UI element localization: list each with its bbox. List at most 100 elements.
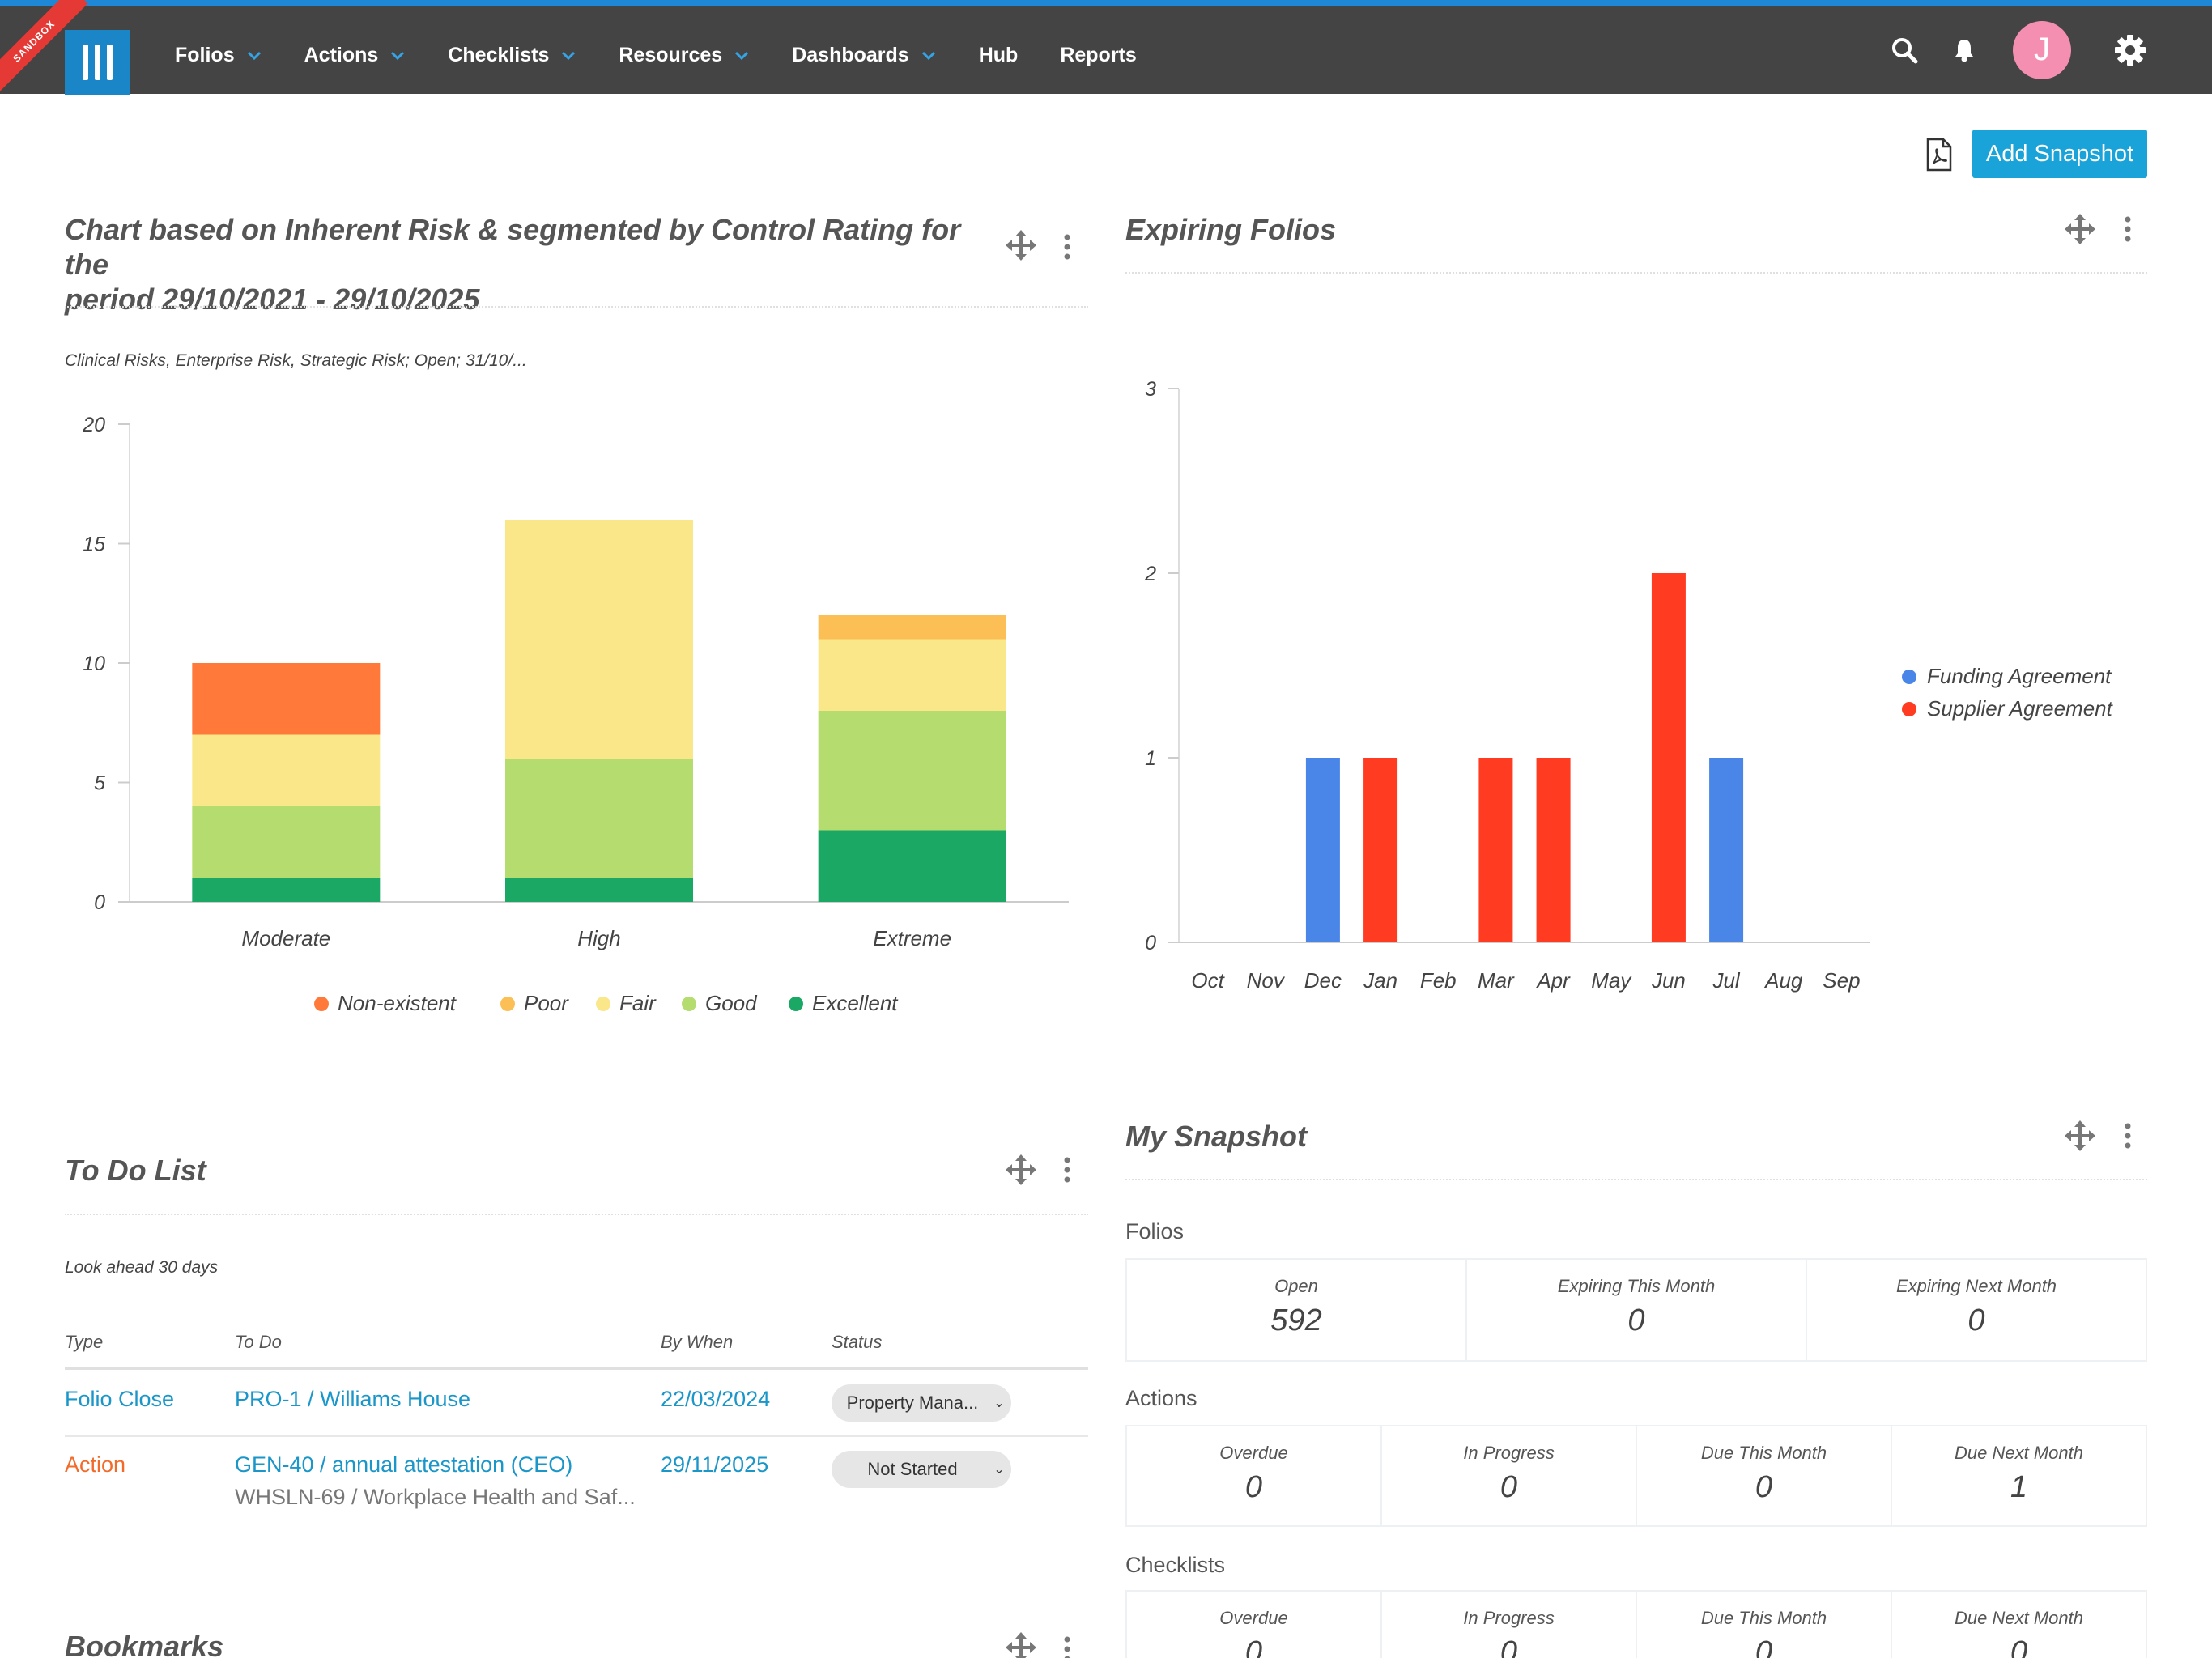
x-tick-label: Feb xyxy=(1420,968,1457,993)
todo-header-by-when[interactable]: By When xyxy=(661,1332,734,1352)
todo-item-parent-link[interactable]: WHSLN-69 / Workplace Health and Saf... xyxy=(235,1485,636,1509)
nav-hub[interactable]: Hub xyxy=(979,44,1019,67)
move-icon[interactable] xyxy=(1006,230,1036,261)
snapshot-cell-label: Expiring This Month xyxy=(1557,1276,1716,1296)
nav-resources[interactable]: Resources xyxy=(619,44,750,67)
snapshot-folios-expiring-next-month[interactable]: Expiring Next Month 0 xyxy=(1807,1260,2146,1360)
export-pdf-button[interactable] xyxy=(1925,138,1953,172)
nav-hub-label: Hub xyxy=(978,44,1019,66)
app-logo[interactable] xyxy=(65,30,130,95)
snapshot-folios-panel: Open 592 Expiring This Month 0 Expiring Ne… xyxy=(1125,1258,2147,1362)
todo-item-link[interactable]: GEN-40 / annual attestation (CEO) xyxy=(235,1452,573,1477)
widget-divider xyxy=(65,1214,1088,1215)
chevron-down-icon xyxy=(921,51,935,60)
todo-type-link[interactable]: Action xyxy=(65,1452,126,1477)
move-icon[interactable] xyxy=(2065,214,2095,244)
row-divider xyxy=(65,1435,1088,1437)
snapshot-cell-label: Overdue xyxy=(1219,1608,1288,1628)
snapshot-checklists-in-progress[interactable]: In Progress 0 xyxy=(1382,1592,1637,1658)
nav-folios[interactable]: Folios xyxy=(175,44,262,67)
x-tick-label: Apr xyxy=(1535,968,1571,993)
todo-header-type[interactable]: Type xyxy=(65,1332,104,1352)
nav-actions[interactable]: Actions xyxy=(304,44,406,67)
snapshot-folios-expiring-this-month[interactable]: Expiring This Month 0 xyxy=(1467,1260,1807,1360)
snapshot-folios-open[interactable]: Open 592 xyxy=(1127,1260,1467,1360)
risk-chart-title: Chart based on Inherent Risk & segmented… xyxy=(65,212,1004,317)
x-tick-label: Nov xyxy=(1247,968,1286,993)
kebab-menu-icon[interactable] xyxy=(2121,215,2134,243)
legend-marker xyxy=(789,997,803,1011)
move-icon[interactable] xyxy=(1006,1154,1036,1185)
snapshot-actions-panel: Overdue 0 In Progress 0 Due This Month 0 Du… xyxy=(1125,1425,2147,1527)
nav-reports-label: Reports xyxy=(1060,44,1137,66)
kebab-menu-icon[interactable] xyxy=(1061,1156,1074,1184)
y-tick-label: 10 xyxy=(83,653,105,675)
snapshot-actions-due-this-month[interactable]: Due This Month 0 xyxy=(1637,1426,1892,1525)
snapshot-actions-overdue[interactable]: Overdue 0 xyxy=(1127,1426,1382,1525)
search-button[interactable] xyxy=(1888,6,1921,94)
nav-reports[interactable]: Reports xyxy=(1060,44,1136,67)
kebab-menu-icon[interactable] xyxy=(1061,233,1074,261)
add-snapshot-button[interactable]: Add Snapshot xyxy=(1972,130,2147,178)
kebab-menu-icon[interactable] xyxy=(2121,1122,2134,1150)
bar-segment-poor xyxy=(818,615,1006,640)
snapshot-cell-value: 0 xyxy=(1755,1470,1773,1504)
todo-header-todo[interactable]: To Do xyxy=(235,1332,282,1352)
bar-supplier-agreement xyxy=(1536,758,1571,942)
snapshot-actions-due-next-month[interactable]: Due Next Month 1 xyxy=(1892,1426,2146,1525)
snapshot-cell-label: Overdue xyxy=(1219,1443,1288,1463)
x-tick-label: May xyxy=(1591,968,1632,993)
todo-type-link[interactable]: Folio Close xyxy=(65,1387,175,1411)
my-snapshot-title: My Snapshot xyxy=(1125,1120,1308,1153)
y-tick-label: 0 xyxy=(94,891,105,914)
status-select-value: Not Started xyxy=(867,1459,958,1479)
snapshot-cell-value: 1 xyxy=(2010,1470,2028,1504)
settings-button[interactable] xyxy=(2113,6,2147,94)
legend-marker xyxy=(314,997,329,1011)
chevron-down-icon xyxy=(562,51,576,60)
snapshot-cell-value: 0 xyxy=(1244,1635,1263,1658)
y-tick-label: 0 xyxy=(1145,932,1156,954)
x-tick-label: High xyxy=(577,926,620,950)
move-icon[interactable] xyxy=(2065,1120,2095,1151)
bar-segment-fair xyxy=(505,520,693,759)
legend-label: Good xyxy=(705,991,758,1015)
x-tick-label: Extreme xyxy=(873,926,951,950)
x-tick-label: Jan xyxy=(1363,968,1397,993)
todo-header-status[interactable]: Status xyxy=(832,1332,883,1352)
status-select[interactable]: Property Mana... ⌄ xyxy=(832,1384,1011,1422)
x-tick-label: Jun xyxy=(1651,968,1686,993)
risk-chart-subtitle: Clinical Risks, Enterprise Risk, Strateg… xyxy=(65,351,527,370)
widget-divider xyxy=(1125,1179,2147,1180)
nav-dashboards-label: Dashboards xyxy=(792,44,909,66)
snapshot-checklists-due-this-month[interactable]: Due This Month 0 xyxy=(1637,1592,1892,1658)
nav-actions-label: Actions xyxy=(304,44,379,66)
snapshot-cell-value: 0 xyxy=(1967,1303,1985,1337)
nav-dashboards[interactable]: Dashboards xyxy=(792,44,936,67)
nav-checklists[interactable]: Checklists xyxy=(448,44,576,67)
snapshot-checklists-overdue[interactable]: Overdue 0 xyxy=(1127,1592,1382,1658)
legend-label: Supplier Agreement xyxy=(1927,696,2114,721)
bar-segment-excellent xyxy=(192,878,381,902)
todo-due-date-link[interactable]: 29/11/2025 xyxy=(661,1452,769,1477)
status-select[interactable]: Not Started ⌄ xyxy=(832,1451,1011,1488)
snapshot-checklists-due-next-month[interactable]: Due Next Month 0 xyxy=(1892,1592,2146,1658)
move-icon[interactable] xyxy=(1006,1632,1036,1658)
y-tick-label: 15 xyxy=(83,534,105,556)
legend-label: Poor xyxy=(524,991,569,1015)
todo-due-date-link[interactable]: 22/03/2024 xyxy=(661,1387,771,1411)
legend-marker xyxy=(682,997,696,1011)
todo-item-link[interactable]: PRO-1 / Williams House xyxy=(235,1387,471,1411)
chevron-down-icon xyxy=(247,51,261,60)
bar-funding-agreement xyxy=(1709,758,1744,942)
snapshot-actions-in-progress[interactable]: In Progress 0 xyxy=(1382,1426,1637,1525)
user-menu[interactable]: J xyxy=(2013,6,2071,94)
snapshot-cell-label: Open xyxy=(1274,1276,1318,1296)
x-tick-label: Oct xyxy=(1191,968,1225,993)
notifications-button[interactable] xyxy=(1950,6,1979,94)
todo-header-divider xyxy=(65,1367,1088,1370)
chevron-down-icon: ⌄ xyxy=(993,1397,1005,1410)
bar-segment-non-existent xyxy=(192,663,381,735)
kebab-menu-icon[interactable] xyxy=(1061,1635,1074,1658)
status-select-value: Property Mana... xyxy=(846,1392,979,1413)
